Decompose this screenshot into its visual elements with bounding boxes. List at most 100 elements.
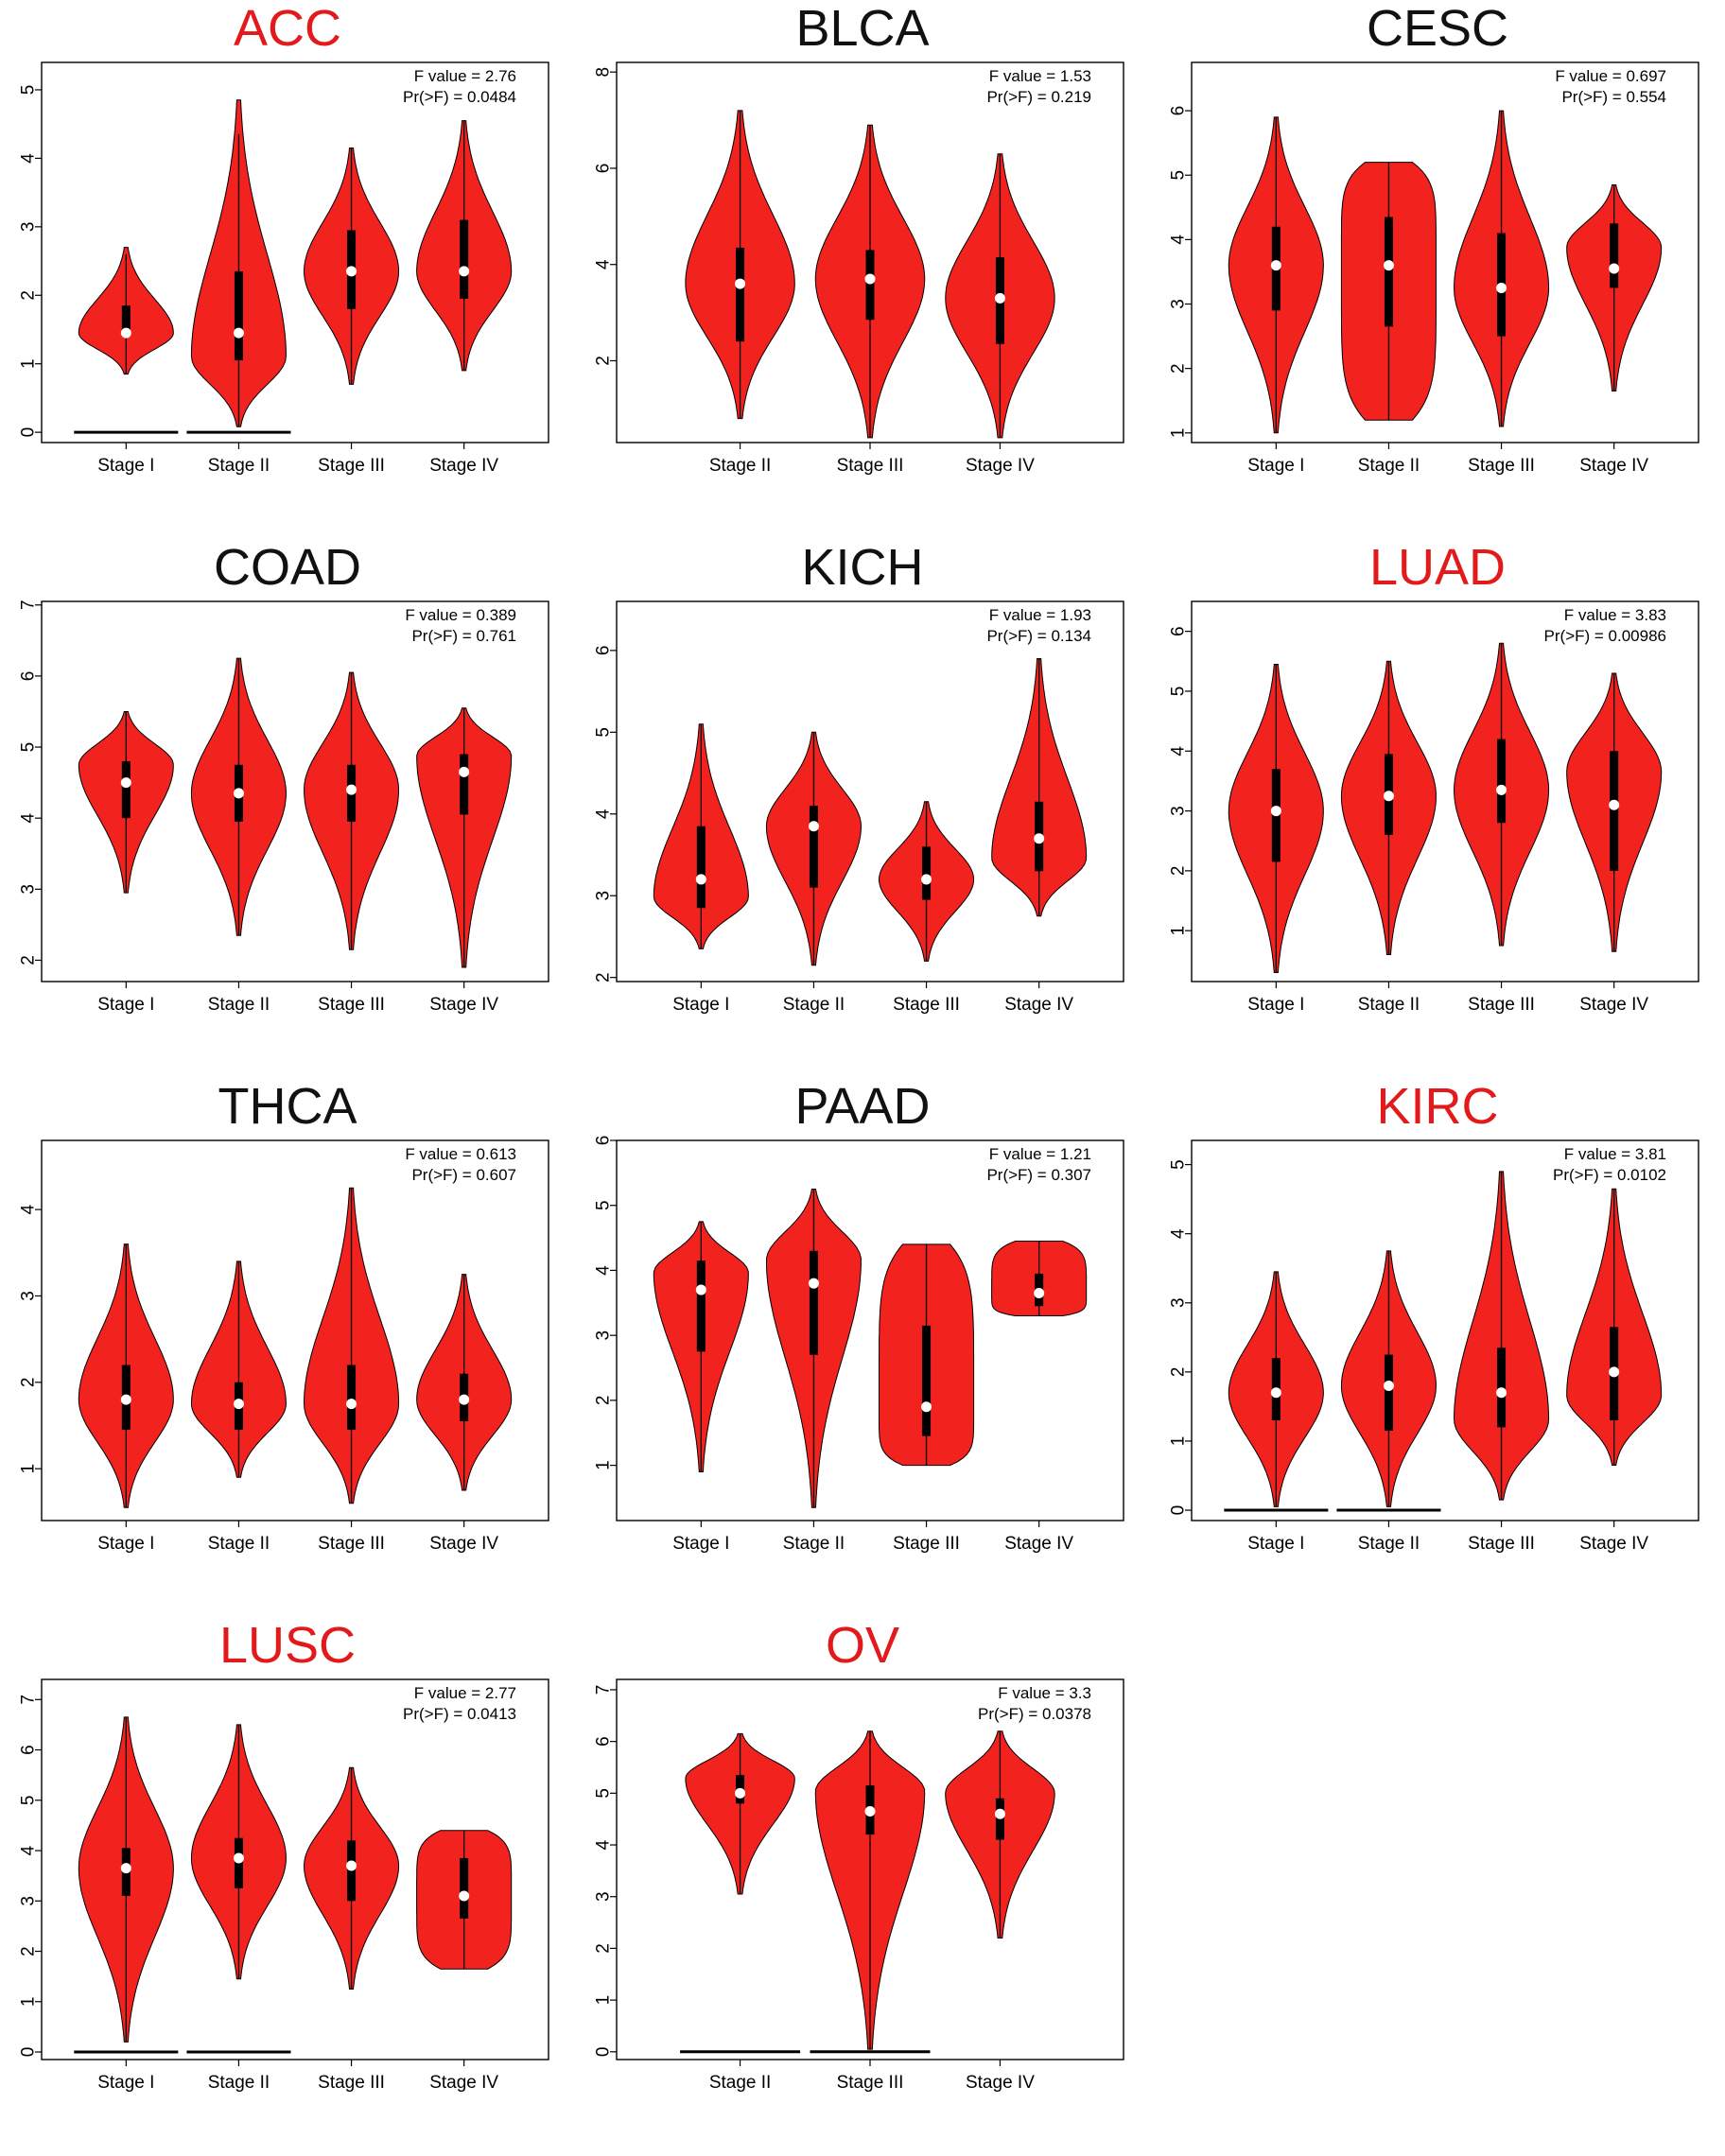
- violin-plot-svg: CESC 1 2 3 4 5 6 Stage I Stage II Stage III Stage …: [1169, 0, 1699, 476]
- x-tick-label: Stage II: [208, 995, 270, 1015]
- y-tick-label: 5: [19, 1795, 39, 1805]
- plot-frame: [616, 1139, 1124, 1521]
- iqr-box: [865, 250, 875, 321]
- y-tick-label: 3: [19, 1291, 39, 1301]
- iqr-box: [234, 270, 243, 361]
- y-tick-label: 1: [1169, 926, 1189, 936]
- p-value-label: Pr(>F) = 0.0413: [403, 1705, 516, 1723]
- y-tick-label: 1: [594, 1460, 614, 1470]
- median-point: [459, 1394, 470, 1405]
- y-tick-label: 6: [1169, 106, 1189, 116]
- f-value-label: F value = 0.389: [405, 606, 516, 624]
- y-tick-label: 1: [1169, 427, 1189, 438]
- y-tick-label: 3: [594, 891, 614, 901]
- x-tick-label: Stage I: [97, 1534, 154, 1554]
- median-point: [1496, 1387, 1507, 1399]
- panel-title: OV: [826, 1617, 899, 1674]
- median-point: [120, 1863, 131, 1874]
- f-value-label: F value = 3.83: [1564, 606, 1666, 624]
- median-point: [921, 1401, 932, 1413]
- panel-title: PAAD: [794, 1078, 930, 1135]
- y-tick-label: 4: [1169, 235, 1189, 245]
- median-point: [921, 874, 932, 885]
- median-point: [695, 874, 706, 885]
- median-point: [346, 784, 357, 795]
- violin-panel-cesc: CESC 1 2 3 4 5 6 Stage I Stage II Stage III Stage …: [1150, 0, 1725, 539]
- x-tick-label: Stage IV: [1579, 1534, 1648, 1554]
- median-point: [459, 766, 470, 777]
- y-tick-label: 0: [19, 2047, 39, 2058]
- y-tick-label: 1: [19, 1996, 39, 2007]
- iqr-box: [347, 1365, 357, 1431]
- iqr-box: [809, 806, 818, 888]
- f-value-label: F value = 1.53: [989, 67, 1091, 85]
- violin-panel-thca: THCA 1 2 3 4 Stage I Stage II Stage III Stage IV…: [0, 1078, 575, 1617]
- p-value-label: Pr(>F) = 0.219: [986, 88, 1091, 106]
- y-tick-label: 5: [19, 85, 39, 96]
- panel-title: KICH: [801, 539, 923, 596]
- violin-plot-svg: LUSC 0 1 2 3 4 5 6 7 Stage I Stage II Stage III Stag…: [19, 1617, 549, 2093]
- f-value-label: F value = 3.3: [998, 1684, 1091, 1702]
- median-point: [120, 777, 131, 789]
- panel-title: CESC: [1367, 0, 1508, 57]
- x-tick-label: Stage IV: [1579, 995, 1648, 1015]
- x-tick-label: Stage II: [208, 456, 270, 476]
- panel-title: BLCA: [795, 0, 929, 57]
- x-tick-label: Stage I: [672, 1534, 729, 1554]
- median-point: [808, 1278, 819, 1289]
- plot-frame: [1191, 600, 1699, 982]
- x-tick-label: Stage IV: [1579, 456, 1648, 476]
- violin-panel-ov: OV 0 1 2 3 4 5 6 7 Stage II Stage III Stage IV F val…: [575, 1617, 1150, 2156]
- x-tick-label: Stage III: [318, 1534, 385, 1554]
- x-tick-label: Stage III: [837, 456, 904, 476]
- y-tick-label: 0: [19, 427, 39, 438]
- y-tick-label: 2: [19, 290, 39, 301]
- f-value-label: F value = 2.77: [414, 1684, 516, 1702]
- violin-plot-svg: COAD 2 3 4 5 6 7 Stage I Stage II Stage III Stage …: [19, 539, 549, 1015]
- median-point: [1034, 833, 1045, 844]
- x-tick-label: Stage II: [709, 2073, 772, 2093]
- p-value-label: Pr(>F) = 0.761: [411, 627, 516, 645]
- violin-plot-svg: BLCA 2 4 6 8 Stage II Stage III Stage IV F value…: [594, 0, 1124, 476]
- y-tick-label: 6: [594, 1736, 614, 1747]
- iqr-box: [922, 846, 932, 900]
- median-point: [994, 292, 1005, 304]
- y-tick-label: 4: [594, 1265, 614, 1276]
- median-point: [1270, 1387, 1281, 1399]
- x-tick-label: Stage III: [893, 995, 960, 1015]
- y-tick-label: 0: [594, 2047, 614, 2058]
- violin-plot-svg: THCA 1 2 3 4 Stage I Stage II Stage III Stage IV…: [19, 1078, 549, 1554]
- y-tick-label: 5: [1169, 687, 1189, 697]
- median-point: [346, 266, 357, 277]
- y-tick-label: 2: [1169, 363, 1189, 374]
- plot-frame: [41, 600, 549, 982]
- y-tick-label: 4: [594, 1839, 614, 1850]
- violin-plot-svg: KIRC 0 1 2 3 4 5 Stage I Stage II Stage III Stage …: [1169, 1078, 1699, 1554]
- median-point: [1383, 791, 1394, 802]
- iqr-box: [460, 754, 469, 815]
- median-point: [1609, 1366, 1620, 1378]
- f-value-label: F value = 0.697: [1555, 67, 1666, 85]
- p-value-label: Pr(>F) = 0.607: [411, 1166, 516, 1184]
- median-point: [459, 266, 470, 277]
- panel-title: THCA: [218, 1078, 357, 1135]
- y-tick-label: 5: [1169, 170, 1189, 181]
- y-tick-label: 4: [19, 1204, 39, 1214]
- median-point: [735, 278, 746, 289]
- y-tick-label: 3: [19, 1896, 39, 1906]
- y-tick-label: 7: [594, 1685, 614, 1695]
- iqr-box: [121, 761, 131, 819]
- y-tick-label: 3: [19, 884, 39, 895]
- x-tick-label: Stage IV: [429, 2073, 498, 2093]
- y-tick-label: 3: [594, 1330, 614, 1341]
- f-value-label: F value = 2.76: [414, 67, 516, 85]
- median-point: [994, 1808, 1005, 1819]
- violin-plot-svg: LUAD 1 2 3 4 5 6 Stage I Stage II Stage III Stage …: [1169, 539, 1699, 1015]
- median-point: [233, 1399, 244, 1410]
- x-tick-label: Stage III: [318, 456, 385, 476]
- y-tick-label: 3: [1169, 1297, 1189, 1308]
- x-tick-label: Stage III: [1468, 1534, 1535, 1554]
- iqr-box: [1384, 1354, 1393, 1431]
- x-tick-label: Stage I: [1247, 456, 1304, 476]
